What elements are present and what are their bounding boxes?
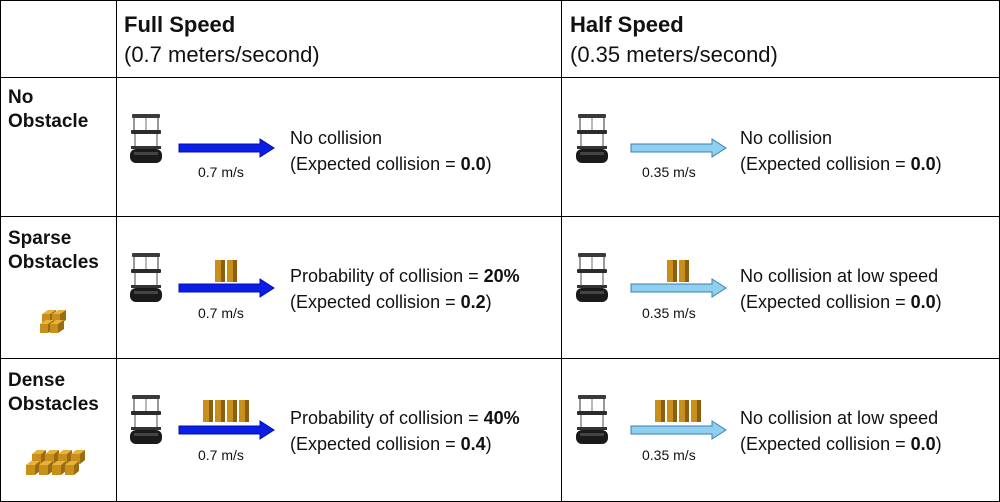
table-divider-col2 xyxy=(561,0,562,502)
result-line-1: Probability of collision = 40% xyxy=(290,405,520,431)
result-line-1-text: Probability of collision = xyxy=(290,408,484,428)
row-header-sparse: Sparse Obstacles xyxy=(8,227,99,275)
result-line-1-text: No collision xyxy=(740,128,833,148)
expected-collision-label: (Expected collision = xyxy=(290,154,461,174)
result-line-2: (Expected collision = 0.0) xyxy=(740,151,942,177)
robot-icon xyxy=(130,114,162,163)
speed-label: 0.35 m/s xyxy=(642,164,696,180)
result-line-1-text: No collision at low speed xyxy=(740,408,939,428)
collision-probability-value: 20% xyxy=(483,266,520,286)
table-border-top xyxy=(0,0,1000,1)
row-header-dense: Dense Obstacles xyxy=(8,369,99,417)
expected-collision-value: 0.0 xyxy=(910,292,936,312)
expected-collision-suffix: ) xyxy=(485,292,492,312)
expected-collision-suffix: ) xyxy=(485,154,492,174)
result-line-2: (Expected collision = 0.0) xyxy=(740,289,942,315)
expected-collision-label: (Expected collision = xyxy=(740,154,911,174)
result-line-1: No collision xyxy=(290,125,492,151)
expected-collision-value: 0.0 xyxy=(910,434,936,454)
robot-icon xyxy=(576,114,608,163)
expected-collision-suffix: ) xyxy=(485,434,492,454)
result-line-1-text: No collision at low speed xyxy=(740,266,939,286)
dense-obstacle-cubes-icon xyxy=(26,450,85,475)
direction-arrow-icon xyxy=(630,138,727,158)
expected-collision-label: (Expected collision = xyxy=(290,292,461,312)
speed-label: 0.35 m/s xyxy=(642,305,696,321)
table-divider-row2 xyxy=(0,358,1000,359)
direction-arrow-icon xyxy=(178,420,275,440)
column-header-subtitle: (0.7 meters/second) xyxy=(124,42,320,67)
result-text: No collision (Expected collision = 0.0) xyxy=(740,125,942,177)
table-cell: 0.35 m/s No collision (Expected collisio… xyxy=(562,78,992,213)
speed-label: 0.7 m/s xyxy=(198,305,244,321)
table-cell: 0.35 m/s No collision at low speed (Expe… xyxy=(562,217,992,352)
expected-collision-value: 0.0 xyxy=(460,154,486,174)
result-line-1-text: No collision xyxy=(290,128,383,148)
result-text: Probability of collision = 40% (Expected… xyxy=(290,405,520,457)
column-header-title: Full Speed xyxy=(124,12,236,37)
result-text: No collision at low speed (Expected coll… xyxy=(740,263,942,315)
direction-arrow-icon xyxy=(178,138,275,158)
obstacle-boxes-icon xyxy=(203,400,249,422)
result-line-1: No collision at low speed xyxy=(740,263,942,289)
row-header-line: Obstacles xyxy=(8,252,99,273)
expected-collision-label: (Expected collision = xyxy=(290,434,461,454)
expected-collision-value: 0.2 xyxy=(460,292,486,312)
table-divider-row1 xyxy=(0,216,1000,217)
row-header-line: Obstacle xyxy=(8,111,89,132)
speed-label: 0.35 m/s xyxy=(642,447,696,463)
table-cell: 0.7 m/s No collision (Expected collision… xyxy=(116,78,546,213)
result-line-1: No collision xyxy=(740,125,942,151)
column-header-title: Half Speed xyxy=(570,12,684,37)
robot-icon xyxy=(576,253,608,302)
row-header-line: Sparse xyxy=(8,228,72,249)
expected-collision-value: 0.4 xyxy=(460,434,486,454)
expected-collision-suffix: ) xyxy=(935,154,942,174)
row-header-line: No xyxy=(8,87,34,108)
obstacle-boxes-icon xyxy=(215,260,237,282)
table-cell: 0.35 m/s No collision at low speed (Expe… xyxy=(562,359,992,494)
table-cell: 0.7 m/s Probability of collision = 40% (… xyxy=(116,359,546,494)
expected-collision-label: (Expected collision = xyxy=(740,292,911,312)
table-divider-header xyxy=(0,77,1000,78)
row-header-line: Obstacles xyxy=(8,394,99,415)
row-header-no-obstacle: No Obstacle xyxy=(8,86,88,134)
collision-probability-value: 40% xyxy=(483,408,520,428)
sparse-obstacle-cubes-icon xyxy=(40,310,66,333)
result-line-1: Probability of collision = 20% xyxy=(290,263,520,289)
result-text: No collision (Expected collision = 0.0) xyxy=(290,125,492,177)
direction-arrow-icon xyxy=(178,278,275,298)
result-line-2: (Expected collision = 0.0) xyxy=(290,151,492,177)
table-divider-col1 xyxy=(116,0,117,502)
speed-label: 0.7 m/s xyxy=(198,447,244,463)
result-line-1: No collision at low speed xyxy=(740,405,942,431)
result-line-2: (Expected collision = 0.2) xyxy=(290,289,520,315)
expected-collision-label: (Expected collision = xyxy=(740,434,911,454)
robot-icon xyxy=(130,253,162,302)
speed-label: 0.7 m/s xyxy=(198,164,244,180)
result-text: No collision at low speed (Expected coll… xyxy=(740,405,942,457)
obstacle-boxes-icon xyxy=(655,400,701,422)
expected-collision-suffix: ) xyxy=(935,292,942,312)
expected-collision-suffix: ) xyxy=(935,434,942,454)
table-border-left xyxy=(0,0,1,502)
cube-icon xyxy=(40,310,66,333)
result-text: Probability of collision = 20% (Expected… xyxy=(290,263,520,315)
direction-arrow-icon xyxy=(630,278,727,298)
expected-collision-value: 0.0 xyxy=(910,154,936,174)
result-line-2: (Expected collision = 0.0) xyxy=(740,431,942,457)
direction-arrow-icon xyxy=(630,420,727,440)
column-header-subtitle: (0.35 meters/second) xyxy=(570,42,778,67)
obstacle-boxes-icon xyxy=(667,260,689,282)
row-header-line: Dense xyxy=(8,370,66,391)
result-line-2: (Expected collision = 0.4) xyxy=(290,431,520,457)
robot-icon xyxy=(130,395,162,444)
cube-icon xyxy=(26,450,85,475)
robot-icon xyxy=(576,395,608,444)
table-cell: 0.7 m/s Probability of collision = 20% (… xyxy=(116,217,546,352)
result-line-1-text: Probability of collision = xyxy=(290,266,484,286)
